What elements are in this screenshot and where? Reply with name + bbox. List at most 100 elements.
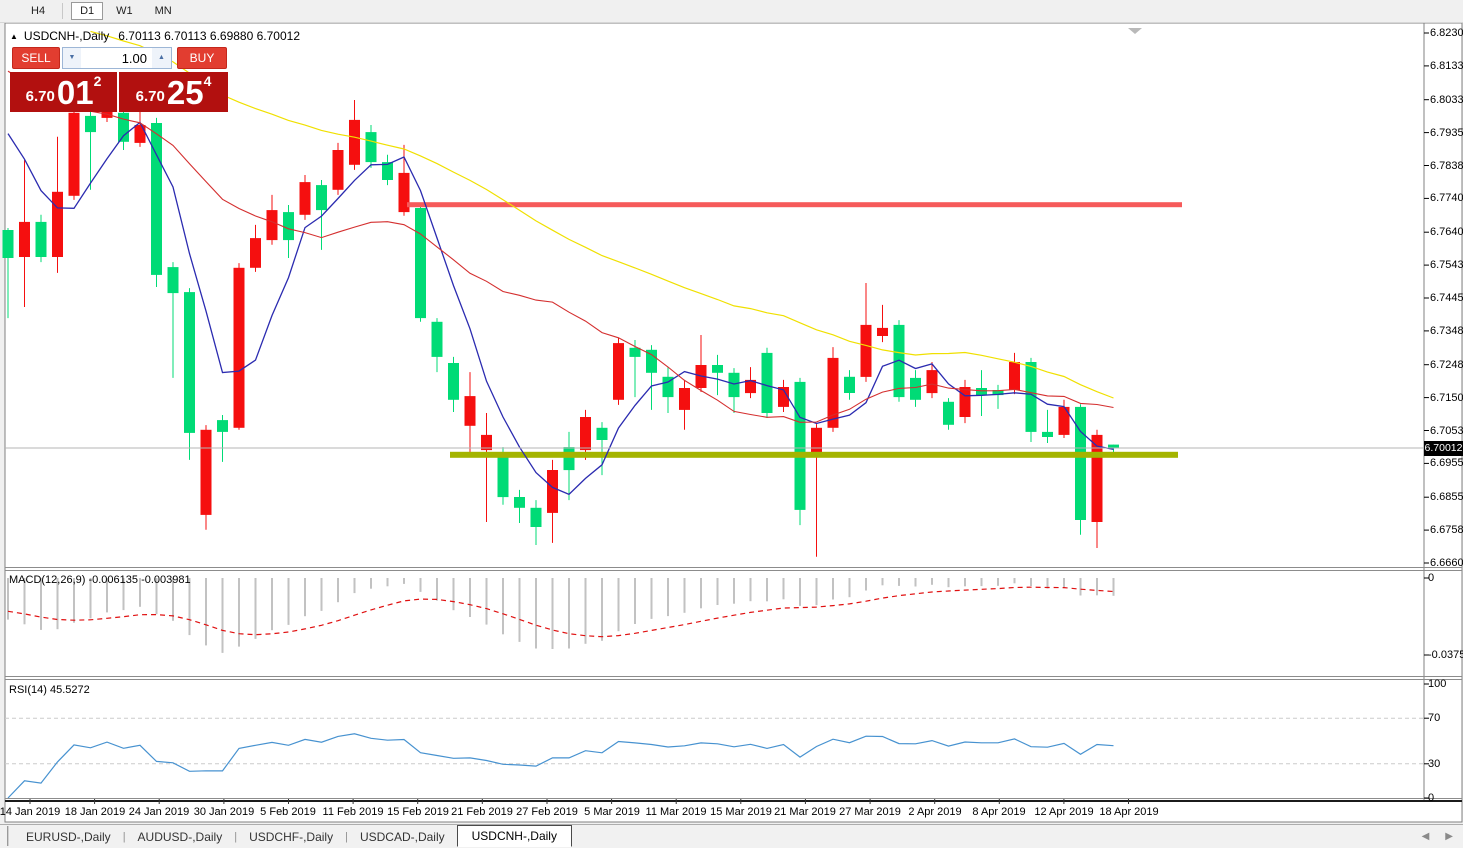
candle (794, 377, 806, 526)
volume-input[interactable] (81, 47, 152, 69)
buy-price-sup: 4 (203, 73, 212, 89)
price-axis-label: 6.69555 (1430, 457, 1463, 469)
rsi-line (7, 733, 1114, 799)
candle (481, 413, 492, 522)
volume-decrease-button[interactable]: ▼ (62, 47, 82, 69)
candle (1091, 429, 1103, 548)
date-axis-label: 15 Feb 2019 (387, 806, 449, 818)
candle (563, 431, 575, 501)
candle (860, 283, 872, 382)
candle (431, 318, 443, 373)
price-axis-label: 6.70530 (1430, 425, 1463, 437)
timeframe-button-mn[interactable]: MN (154, 5, 172, 17)
candle (250, 224, 261, 272)
price-axis-label: 6.74455 (1430, 292, 1463, 304)
timeframe-button-d1[interactable]: D1 (71, 2, 104, 20)
sell-price-sup: 2 (93, 73, 102, 89)
tab-scroll-controls: ◀ ▶ (1422, 831, 1453, 842)
price-axis-label: 6.76405 (1430, 226, 1463, 238)
current-price-badge: 6.70012 (1424, 441, 1463, 456)
price-axis-label: 6.81330 (1430, 60, 1463, 72)
symbol-tab-bar: EURUSD-,Daily | AUDUSD-,Daily | USDCHF-,Dail… (0, 824, 1463, 848)
resistance-line[interactable] (407, 202, 1182, 208)
candle (992, 384, 1004, 409)
price-axis-label: 6.71505 (1430, 392, 1463, 404)
tab-scroll-left-icon[interactable]: ◀ (1421, 831, 1430, 842)
candle (349, 100, 360, 170)
candle (283, 205, 294, 258)
tab-usdchf[interactable]: USDCHF-,Daily (249, 829, 334, 844)
sell-button[interactable]: SELL (12, 47, 60, 69)
buy-price-button[interactable]: 6.70 25 4 (119, 72, 228, 112)
candle (530, 500, 542, 545)
candlestick-series (2, 86, 1119, 557)
candle (844, 370, 855, 400)
tab-usdcad[interactable]: USDCAD-,Daily (359, 829, 445, 844)
rsi-axis-label: 100 (1428, 678, 1447, 690)
price-axis-label: 6.73480 (1430, 325, 1463, 337)
candle (811, 424, 822, 557)
candle (778, 379, 789, 412)
date-axis-label: 5 Mar 2019 (584, 806, 640, 818)
date-axis-label: 12 Apr 2019 (1034, 806, 1094, 818)
candle (332, 142, 344, 195)
candle (514, 489, 525, 523)
candle (35, 214, 47, 263)
rsi-label: RSI(14) 45.5272 (9, 684, 90, 696)
sell-price-big: 01 (56, 74, 94, 111)
candle (217, 415, 228, 462)
sell-price-small: 6.70 (25, 88, 55, 105)
tab-usdcnh[interactable]: USDCNH-,Daily (456, 824, 572, 847)
tab-eurusd[interactable]: EURUSD-,Daily (26, 829, 111, 844)
ma-line-slow (90, 30, 1114, 399)
date-axis-label: 14 Jan 2019 (0, 806, 61, 818)
candle (19, 160, 30, 307)
candle (118, 104, 129, 150)
timeframe-button-h4[interactable]: H4 (31, 5, 46, 17)
support-line[interactable] (450, 451, 1178, 458)
date-axis-label: 2 Apr 2019 (908, 806, 962, 818)
candle (580, 409, 591, 460)
price-axis-label: 6.77405 (1430, 192, 1463, 204)
toolbar-divider (62, 3, 64, 19)
chart-title: ▲ USDCNH-,Daily 6.70113 6.70113 6.69880 … (10, 29, 300, 43)
candle (646, 345, 657, 410)
rsi-axis-label: 30 (1428, 758, 1441, 770)
date-axis-label: 27 Mar 2019 (839, 806, 901, 818)
scroll-to-end-icon[interactable] (1128, 28, 1142, 34)
date-axis-label: 27 Feb 2019 (516, 806, 578, 818)
ma-line-fast (7, 121, 1114, 496)
price-axis-label: 6.79355 (1430, 127, 1463, 139)
candle (712, 354, 723, 396)
candle (316, 180, 327, 250)
symbol-marker-icon: ▲ (10, 31, 18, 41)
candle (167, 262, 179, 378)
sell-price-button[interactable]: 6.70 01 2 (10, 72, 118, 112)
price-axis-label: 6.68555 (1430, 491, 1463, 503)
timeframe-button-w1[interactable]: W1 (116, 5, 133, 17)
date-axis-label: 21 Mar 2019 (774, 806, 836, 818)
ohlc-values: 6.70113 6.70113 6.69880 6.70012 (118, 29, 300, 43)
candle (728, 368, 740, 413)
price-axis-label: 6.67580 (1430, 524, 1463, 536)
price-axis-label: 6.80330 (1430, 94, 1463, 106)
tab-divider: | (122, 830, 126, 843)
tab-audusd[interactable]: AUDUSD-,Daily (137, 829, 223, 844)
candle (266, 194, 278, 245)
candle (382, 154, 393, 186)
candle (976, 370, 987, 416)
date-axis-label: 15 Mar 2019 (710, 806, 772, 818)
tab-scroll-right-icon[interactable]: ▶ (1445, 831, 1453, 842)
tabbar-splitter[interactable] (7, 826, 9, 846)
tab-divider: | (345, 830, 348, 843)
volume-increase-button[interactable]: ▲ (152, 47, 172, 69)
candle (52, 136, 63, 273)
candle (151, 117, 162, 287)
candle (1075, 404, 1086, 535)
candle (761, 347, 773, 418)
date-axis-label: 21 Feb 2019 (451, 806, 513, 818)
rsi-axis-label: 70 (1428, 712, 1441, 724)
buy-button[interactable]: BUY (177, 47, 227, 69)
